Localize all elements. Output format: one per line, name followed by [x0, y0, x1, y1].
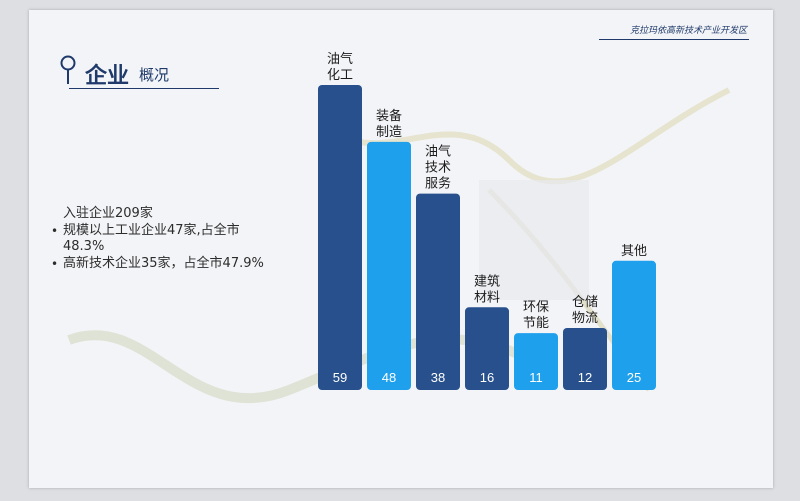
- category-label: 环保: [523, 300, 549, 315]
- bar: [563, 327, 607, 390]
- bar-value-label: 25: [627, 370, 641, 385]
- slide: 克拉玛依高新技术产业开发区 企业 概况 入驻企业209家 • 规模以上工业企业4…: [29, 10, 773, 488]
- category-label: 装备: [376, 108, 402, 124]
- category-label: 技术: [425, 161, 451, 176]
- bar-value-label: 38: [431, 370, 445, 385]
- category-label: 材料: [474, 290, 500, 305]
- bar-value-label: 48: [382, 370, 396, 385]
- bar: [318, 85, 362, 390]
- summary-bullet: • 规模以上工业企业47家,占全市48.3%: [49, 223, 279, 255]
- category-label: 油气: [425, 144, 451, 160]
- title-main: 企业: [85, 64, 130, 89]
- category-label: 油气: [327, 51, 353, 67]
- org-name: 克拉玛依高新技术产业开发区: [629, 26, 747, 36]
- summary-bullets: • 规模以上工业企业47家,占全市48.3% • 高新技术企业35家，占全市47…: [49, 223, 279, 272]
- bar-value-label: 12: [578, 370, 592, 385]
- bar: [465, 307, 509, 390]
- summary-bullet-text: 规模以上工业企业47家,占全市48.3%: [63, 223, 240, 254]
- bar-value-label: 59: [333, 370, 347, 385]
- org-underline: [599, 39, 749, 40]
- category-label: 节能: [523, 316, 549, 331]
- category-label: 仓储: [572, 295, 598, 310]
- bar: [416, 193, 460, 390]
- bar-value-label: 11: [529, 370, 543, 385]
- category-label: 其他: [621, 244, 647, 259]
- bar: [612, 260, 656, 390]
- bullet-icon: •: [51, 257, 59, 271]
- category-label: 建筑: [474, 273, 500, 289]
- location-pin-icon: [60, 55, 76, 84]
- summary-bullet: • 高新技术企业35家，占全市47.9%: [49, 256, 279, 272]
- summary-text: 入驻企业209家 • 规模以上工业企业47家,占全市48.3% • 高新技术企业…: [49, 206, 279, 273]
- category-label: 服务: [425, 176, 451, 192]
- bar-value-label: 16: [480, 370, 494, 385]
- summary-bullet-text: 高新技术企业35家，占全市47.9%: [63, 256, 264, 271]
- category-label: 化工: [327, 68, 353, 83]
- summary-line: 入驻企业209家: [63, 206, 153, 221]
- industry-bar-chart: 59油气化工48装备制造38油气技术服务16建筑材料11环保节能12仓储物流25…: [318, 51, 656, 390]
- category-label: 物流: [572, 311, 598, 326]
- title-sub: 概况: [139, 66, 170, 84]
- category-label: 制造: [376, 125, 402, 140]
- bullet-icon: •: [51, 224, 59, 238]
- title-underline: [69, 88, 219, 89]
- bar: [367, 141, 411, 390]
- bar: [514, 333, 558, 390]
